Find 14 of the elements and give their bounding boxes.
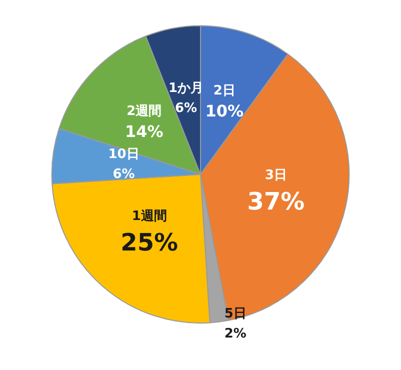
slice-label: 1週間 [132, 208, 167, 224]
data-label: 25% [120, 228, 178, 256]
data-label: 2% [224, 326, 246, 342]
data-label: 14% [124, 122, 164, 141]
slice-label: 10日 [108, 147, 140, 162]
data-label: 37% [247, 187, 305, 216]
data-label: 6% [112, 167, 135, 182]
slice-label: 3日 [264, 168, 287, 183]
slice-label: 2週間 [126, 104, 162, 119]
data-label: 6% [174, 100, 198, 116]
slice-label: 5日 [224, 306, 246, 322]
data-label: 10% [205, 101, 244, 120]
slice-label: 2日 [213, 83, 236, 98]
slice-label: 1か月 [168, 80, 204, 96]
